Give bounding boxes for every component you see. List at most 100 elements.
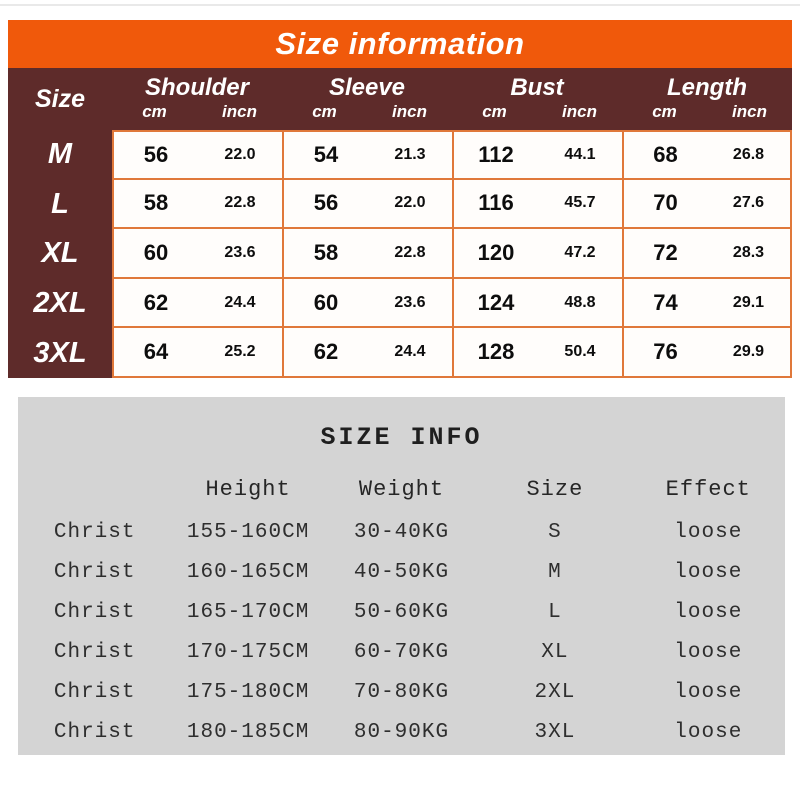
size-info-title: SIZE INFO <box>320 423 483 452</box>
measurement-cell: 62 24.4 <box>112 278 282 329</box>
measurement-cell: 124 48.8 <box>452 278 622 329</box>
inch-value: 29.1 <box>732 293 765 311</box>
inch-value: 22.8 <box>394 243 426 261</box>
size-measurements-table: Size information Size Shoulder Sleeve Bu… <box>8 20 792 378</box>
cm-value: 64 <box>143 339 169 365</box>
info-weight-cell: 70-80KG <box>353 680 450 704</box>
shoulder-column-header: Shoulder <box>144 74 249 101</box>
size-table-row: 2XL 62 24.4 60 23.6 124 48.8 74 29.1 <box>8 278 792 329</box>
cm-value: 56 <box>143 141 169 167</box>
cm-value: 62 <box>313 339 339 365</box>
info-height-cell: 170-175CM <box>186 640 310 664</box>
info-size-cell: 2XL <box>534 680 576 704</box>
cm-value: 62 <box>143 289 169 315</box>
cm-value: 72 <box>653 239 678 265</box>
info-col-header-height: Height <box>205 476 291 502</box>
measurement-cell: 64 25.2 <box>112 328 282 378</box>
cm-value: 68 <box>653 141 678 167</box>
cm-value: 116 <box>478 190 514 216</box>
info-name-cell: Christ <box>53 560 136 584</box>
inch-value: 22.8 <box>224 194 256 212</box>
size-table-row: 3XL 64 25.2 62 24.4 128 50.4 76 29.9 <box>8 328 792 378</box>
cm-value: 54 <box>313 141 339 167</box>
size-label: L <box>8 179 112 230</box>
info-effect-cell: loose <box>674 600 743 624</box>
info-effect-cell: loose <box>674 560 743 584</box>
inch-value: 24.4 <box>394 343 426 361</box>
info-height-cell: 180-185CM <box>186 720 310 744</box>
size-table-row: L 58 22.8 56 22.0 116 45.7 70 27.6 <box>8 179 792 230</box>
inch-value: 47.2 <box>564 243 596 261</box>
inch-value: 22.0 <box>394 194 426 212</box>
info-size-cell: L <box>548 600 562 624</box>
cm-value: 128 <box>477 339 515 365</box>
unit-label-inch: incn <box>732 102 767 121</box>
unit-label-cm: cm <box>652 102 677 121</box>
cm-value: 56 <box>313 190 339 216</box>
measurement-cell: 62 24.4 <box>282 328 452 378</box>
measurement-cell: 76 29.9 <box>622 328 792 378</box>
cm-value: 70 <box>653 190 678 216</box>
unit-label-inch: incn <box>562 102 597 121</box>
size-info-table: Height Weight Size Effect Christ 155-160C… <box>18 466 785 752</box>
cm-value: 120 <box>477 239 515 265</box>
size-label: XL <box>8 229 112 279</box>
unit-label-cm: cm <box>482 102 507 121</box>
info-name-cell: Christ <box>53 520 136 544</box>
info-col-header-weight: Weight <box>358 476 445 502</box>
info-col-header-blank <box>18 466 171 512</box>
info-size-cell: XL <box>541 640 569 664</box>
sleeve-column-header: Sleeve <box>328 74 406 101</box>
size-label: 2XL <box>8 278 112 329</box>
inch-value: 22.0 <box>224 145 256 163</box>
cm-value: 112 <box>478 141 514 167</box>
size-table-header: Size Shoulder Sleeve Bust Length cm incn… <box>8 68 792 130</box>
inch-value: 25.2 <box>224 343 256 361</box>
measurement-cell: 116 45.7 <box>452 179 622 230</box>
info-size-cell: M <box>548 560 562 584</box>
measurement-cell: 72 28.3 <box>622 229 792 279</box>
inch-value: 28.3 <box>732 243 765 261</box>
inch-value: 44.1 <box>564 145 596 163</box>
info-height-cell: 155-160CM <box>186 520 310 544</box>
cm-value: 58 <box>143 190 169 216</box>
info-size-cell: S <box>548 520 562 544</box>
info-effect-cell: loose <box>674 640 743 664</box>
measurement-cell: 54 21.3 <box>282 130 452 180</box>
info-col-header-effect: Effect <box>665 476 751 502</box>
unit-label-inch: incn <box>392 102 427 121</box>
top-table-body: M 56 22.0 54 21.3 112 44.1 68 26.8 L 58 22.8 56 22.0 1… <box>8 130 792 378</box>
info-name-cell: Christ <box>53 680 136 704</box>
info-weight-cell: 30-40KG <box>353 520 450 544</box>
measurement-cell: 112 44.1 <box>452 130 622 180</box>
info-weight-cell: 50-60KG <box>353 600 450 624</box>
measurement-cell: 56 22.0 <box>282 179 452 230</box>
top-divider-line <box>0 4 800 6</box>
bust-column-header: Bust <box>510 74 564 101</box>
measurement-cell: 60 23.6 <box>282 278 452 329</box>
size-label: 3XL <box>8 328 112 378</box>
info-effect-cell: loose <box>674 720 743 744</box>
size-table-row: XL 60 23.6 58 22.8 120 47.2 72 28.3 <box>8 229 792 279</box>
measurement-cell: 58 22.8 <box>112 179 282 230</box>
info-weight-cell: 40-50KG <box>353 560 450 584</box>
info-effect-cell: loose <box>674 680 743 704</box>
inch-value: 21.3 <box>394 145 426 163</box>
inch-value: 23.6 <box>394 293 426 311</box>
inch-value: 27.6 <box>732 194 765 212</box>
inch-value: 23.6 <box>224 243 256 261</box>
info-height-cell: 160-165CM <box>186 560 310 584</box>
info-effect-cell: loose <box>674 520 743 544</box>
cm-value: 76 <box>653 339 678 365</box>
cm-value: 60 <box>143 239 169 265</box>
size-table-row: M 56 22.0 54 21.3 112 44.1 68 26.8 <box>8 130 792 180</box>
measurement-cell: 74 29.1 <box>622 278 792 329</box>
size-column-header: Size <box>34 84 86 113</box>
info-name-cell: Christ <box>53 720 136 744</box>
cm-value: 60 <box>313 289 339 315</box>
info-name-cell: Christ <box>53 600 136 624</box>
size-label: M <box>8 130 112 180</box>
measurement-cell: 56 22.0 <box>112 130 282 180</box>
unit-label-cm: cm <box>142 102 167 121</box>
info-col-header-size: Size <box>526 476 584 502</box>
